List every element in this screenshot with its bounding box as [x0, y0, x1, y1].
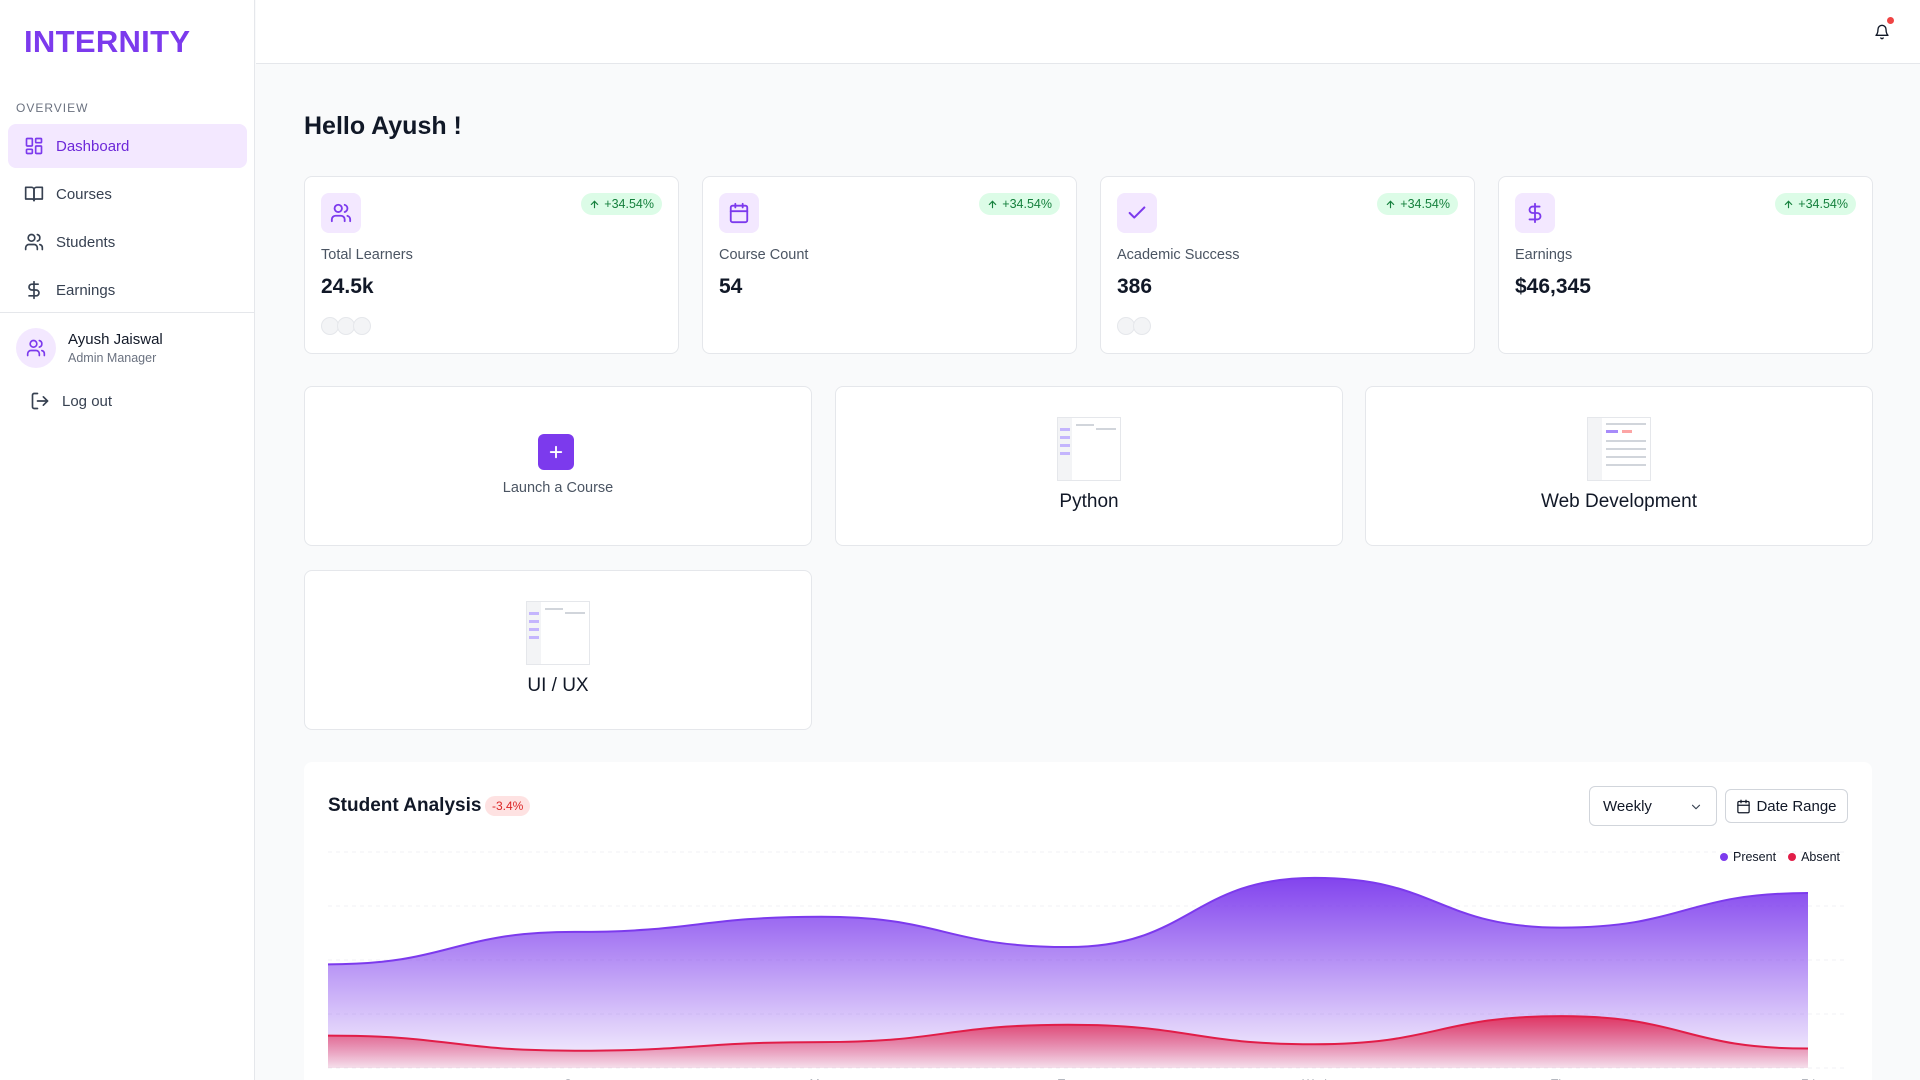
stat-value: 24.5k: [321, 275, 374, 298]
launch-course-label: Launch a Course: [502, 480, 614, 496]
area-present: [328, 877, 1808, 1068]
check-icon: [1117, 193, 1157, 233]
launch-course-card[interactable]: Launch a Course: [304, 386, 812, 546]
calendar-icon: [719, 193, 759, 233]
logout-label: Log out: [62, 392, 113, 410]
users-icon: [26, 339, 46, 357]
launch-course-button[interactable]: [538, 434, 574, 470]
stat-label: Total Learners: [321, 247, 413, 263]
stat-label: Academic Success: [1117, 247, 1240, 263]
brand-logo[interactable]: INTERNITY: [24, 24, 191, 59]
chart-legend: Present Absent: [1708, 850, 1840, 864]
book-icon: [24, 184, 44, 204]
sidebar-item-label: Courses: [56, 185, 112, 203]
student-analysis-chart: Sun Mon Tue Wed Thu Fri: [328, 851, 1848, 1080]
sidebar-item-students[interactable]: Students: [8, 220, 247, 264]
bell-icon: [1875, 24, 1889, 40]
sidebar-item-earnings[interactable]: Earnings: [8, 268, 247, 312]
user-role: Admin Manager: [68, 351, 157, 365]
notification-dot: [1887, 17, 1894, 24]
change-badge: +34.54%: [1377, 193, 1458, 215]
section-label-overview: OVERVIEW: [16, 101, 89, 115]
series-line-absent: [328, 1015, 1809, 1052]
course-title: Web Development: [1541, 491, 1697, 512]
period-select-value: Weekly: [1603, 797, 1652, 815]
users-icon: [24, 232, 44, 252]
dollar-icon: [1515, 193, 1555, 233]
x-tick-label: Fri: [1801, 1077, 1815, 1080]
calendar-icon: [1737, 799, 1751, 813]
student-analysis-panel: Student Analysis -3.4% Weekly Date Range…: [304, 762, 1872, 1080]
x-tick-label: Mon: [810, 1077, 833, 1080]
users-icon: [321, 193, 361, 233]
stat-value: 386: [1117, 275, 1153, 298]
course-card-python[interactable]: Python: [835, 386, 1343, 546]
course-card-ui-ux[interactable]: UI / UX: [304, 570, 812, 730]
sidebar: INTERNITY OVERVIEW Dashboard Courses Stu…: [0, 0, 255, 1080]
legend-item-present[interactable]: Present: [1719, 850, 1776, 864]
achiever-avatars: [1117, 317, 1151, 335]
date-range-button[interactable]: Date Range: [1725, 789, 1848, 823]
stat-label: Course Count: [719, 247, 809, 263]
change-badge: +34.54%: [979, 193, 1060, 215]
change-badge: +34.54%: [581, 193, 662, 215]
course-thumbnail: [526, 601, 590, 665]
sidebar-item-label: Earnings: [56, 281, 116, 299]
sidebar-item-label: Students: [56, 233, 116, 251]
stat-card-earnings: +34.54% Earnings $46,345: [1498, 176, 1873, 354]
course-thumbnail: [1057, 417, 1121, 481]
stat-value: $46,345: [1515, 275, 1591, 298]
x-tick-label: Thu: [1551, 1077, 1572, 1080]
plus-icon: [549, 445, 563, 459]
avatar: [16, 328, 56, 368]
course-title: Python: [1059, 491, 1119, 512]
user-profile[interactable]: Ayush Jaiswal Admin Manager: [16, 328, 163, 368]
stat-card-academic-success: +34.54% Academic Success 386: [1100, 176, 1475, 354]
logout-icon: [30, 391, 50, 411]
stat-card-course-count: +34.54% Course Count 54: [702, 176, 1077, 354]
sidebar-item-courses[interactable]: Courses: [8, 172, 247, 216]
course-card-web-development[interactable]: Web Development: [1365, 386, 1873, 546]
arrow-up-icon: [1785, 200, 1793, 208]
x-tick-label: Sun: [564, 1077, 585, 1080]
dashboard-icon: [24, 136, 44, 156]
arrow-up-icon: [591, 200, 599, 208]
legend-swatch: [1719, 853, 1728, 861]
notification-button[interactable]: [1870, 17, 1894, 44]
top-bar: [256, 0, 1920, 64]
stat-value: 54: [719, 275, 743, 298]
sidebar-item-dashboard[interactable]: Dashboard: [8, 124, 247, 168]
page-title: Hello Ayush !: [304, 112, 462, 140]
course-thumbnail: [1587, 417, 1651, 481]
stat-card-total-learners: +34.54% Total Learners 24.5k: [304, 176, 679, 354]
analysis-change-badge: -3.4%: [485, 796, 531, 816]
legend-swatch: [1788, 853, 1797, 861]
user-name: Ayush Jaiswal: [68, 331, 163, 348]
change-badge: +34.54%: [1775, 193, 1856, 215]
chevron-down-icon: [1691, 804, 1701, 810]
dollar-icon: [24, 280, 44, 300]
x-tick-label: Tue: [1058, 1077, 1079, 1080]
sidebar-item-label: Dashboard: [56, 137, 130, 155]
legend-item-absent[interactable]: Absent: [1788, 850, 1840, 864]
analysis-title: Student Analysis: [328, 795, 482, 816]
series-line-present: [328, 876, 1809, 966]
stat-label: Earnings: [1515, 247, 1573, 263]
arrow-up-icon: [1387, 200, 1395, 208]
arrow-up-icon: [989, 200, 997, 208]
area-absent: [328, 1016, 1808, 1068]
x-tick-label: Wed: [1302, 1077, 1326, 1080]
sidebar-divider: [0, 312, 255, 313]
learner-avatars: [321, 317, 371, 335]
period-select[interactable]: Weekly: [1589, 786, 1717, 826]
course-title: UI / UX: [527, 675, 589, 696]
logout-button[interactable]: Log out: [30, 391, 112, 411]
